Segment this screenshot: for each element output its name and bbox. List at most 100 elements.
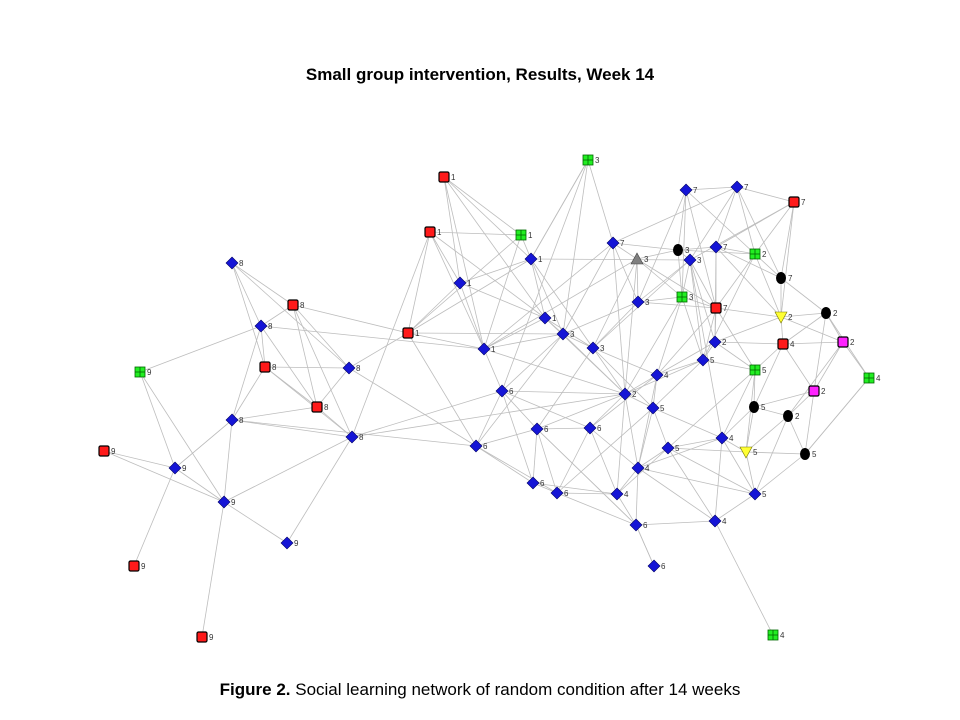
network-edge (612, 242, 626, 395)
node-label: 4 (645, 464, 650, 473)
network-edge (636, 258, 717, 309)
network-edge (348, 332, 409, 369)
network-edge (223, 419, 233, 503)
network-edge (612, 242, 679, 251)
network-edge (635, 524, 655, 567)
node-diamond: 9 (280, 536, 299, 550)
node-label: 5 (675, 444, 680, 453)
node-label: 2 (821, 387, 826, 396)
network-edge (556, 492, 637, 526)
network-edge (536, 428, 637, 526)
node-label: 3 (570, 330, 575, 339)
network-edge (592, 301, 639, 349)
network-edge (483, 317, 546, 350)
page-title: Small group intervention, Results, Week … (305, 65, 655, 84)
network-edge (286, 436, 353, 544)
network-edge (685, 189, 717, 309)
network-edge (443, 176, 532, 260)
network-edge (681, 259, 691, 298)
network-edge (231, 262, 350, 369)
node-label: 1 (552, 314, 557, 323)
network-edge (139, 371, 176, 469)
network-edge (681, 189, 687, 298)
network-edge (677, 246, 717, 251)
network-edge (714, 520, 774, 636)
caption-label: Figure 2. (219, 680, 291, 699)
node-diamond: 7 (606, 236, 625, 250)
node-diamond: 5 (748, 487, 767, 501)
network-edge (407, 332, 477, 447)
network-edge (715, 246, 756, 255)
network-edge (780, 201, 795, 279)
figure-caption: Figure 2. Social learning network of ran… (0, 680, 960, 700)
network-edge (592, 347, 658, 376)
node-black-circle: 5 (749, 401, 766, 413)
network-edge (780, 201, 795, 318)
network-edge (133, 467, 176, 567)
network-edge (530, 258, 691, 261)
node-label: 7 (620, 239, 625, 248)
network-edge (702, 359, 756, 371)
node-black-circle: 2 (821, 307, 838, 319)
network-edge (562, 301, 639, 335)
node-diamond: 2 (708, 335, 727, 349)
network-edge (475, 390, 503, 447)
network-edge (407, 332, 564, 335)
node-label: 4 (722, 517, 727, 526)
network-edge (592, 347, 626, 395)
network-edge (530, 258, 564, 335)
node-red-square: 8 (287, 299, 305, 311)
network-edge (721, 437, 756, 495)
network-edge (689, 259, 717, 309)
network-edge (231, 366, 266, 421)
node-label: 4 (624, 490, 629, 499)
node-red-square: 9 (196, 631, 214, 643)
network-edge (292, 304, 409, 334)
node-label: 3 (644, 255, 649, 264)
network-edge (351, 393, 626, 438)
network-edge (745, 451, 756, 495)
network-edge (782, 341, 844, 345)
node-diamond: 7 (730, 180, 749, 194)
network-edge (407, 231, 431, 334)
node-diamond: 3 (683, 253, 702, 267)
network-edge (475, 428, 538, 447)
node-label: 9 (231, 498, 236, 507)
network-edge (483, 242, 614, 350)
node-diamond: 3 (556, 327, 575, 341)
node-diamond: 6 (550, 486, 569, 500)
node-label: 4 (780, 631, 785, 640)
node-label: 1 (415, 329, 420, 338)
node-label: 4 (876, 374, 881, 383)
network-edge (592, 347, 654, 409)
network-edge (592, 258, 638, 349)
node-green-square: 3 (582, 154, 600, 166)
node-magenta-square: 2 (808, 385, 826, 397)
network-edge (429, 231, 522, 236)
node-diamond: 1 (477, 342, 496, 356)
network-edge (483, 348, 503, 392)
node-label: 3 (600, 344, 605, 353)
node-label: 5 (753, 448, 758, 457)
network-edge (103, 450, 176, 469)
node-label: 2 (795, 412, 800, 421)
node-label: 2 (788, 313, 793, 322)
node-diamond: 1 (453, 276, 472, 290)
network-edge (681, 296, 704, 361)
node-label: 8 (272, 363, 277, 372)
network-edge (501, 333, 564, 392)
node-label: 5 (812, 450, 817, 459)
node-label: 1 (491, 345, 496, 354)
network-edge (139, 325, 262, 373)
network-edge (483, 348, 626, 395)
network-edge (736, 186, 756, 255)
network-edge (681, 296, 717, 309)
network-edge (782, 343, 815, 392)
network-edge (637, 447, 669, 469)
network-edge (562, 333, 594, 349)
network-edge (483, 333, 564, 350)
node-diamond: 8 (254, 319, 273, 333)
node-green-square: 5 (749, 364, 767, 376)
network-edge (636, 258, 683, 298)
